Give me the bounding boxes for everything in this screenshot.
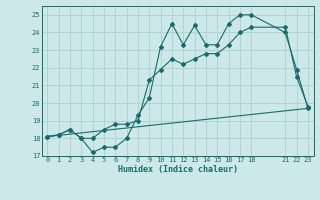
X-axis label: Humidex (Indice chaleur): Humidex (Indice chaleur) <box>118 165 237 174</box>
